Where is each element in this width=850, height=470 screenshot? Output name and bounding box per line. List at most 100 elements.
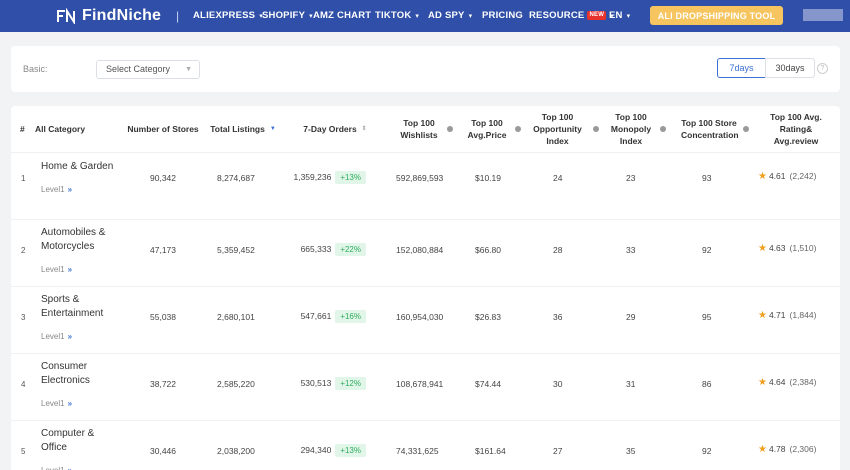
- chevron-down-icon: ▼: [185, 66, 192, 73]
- opportunity-value: 28: [553, 245, 563, 255]
- level-label: Level1: [41, 399, 65, 408]
- category-name[interactable]: Sports & Entertainment: [41, 294, 104, 319]
- row-index: 4: [21, 380, 26, 389]
- nav-item-label: SHOPIFY: [262, 10, 306, 21]
- nav-tiktok[interactable]: TIKTOK ▾: [375, 10, 419, 21]
- star-icon: ★: [758, 243, 767, 254]
- header-wishlists[interactable]: Top 100 Wishlists: [393, 106, 457, 152]
- header-label: All Category: [35, 124, 86, 134]
- chevron-down-icon: ▾: [259, 12, 263, 20]
- concentration-value: 93: [702, 173, 712, 183]
- header-orders[interactable]: 7-Day Orders ⇕: [291, 106, 379, 152]
- filter-bar: Basic: Select Category ▼ 7days 30days ?: [11, 46, 840, 92]
- table-row[interactable]: 3 Sports & Entertainment Level1» 55,038 …: [11, 287, 840, 354]
- table-row[interactable]: 1 Home & Garden Level1» 90,342 8,274,687…: [11, 153, 840, 220]
- orders-value: 1,359,236: [293, 172, 332, 182]
- logo-text: FindNiche: [82, 7, 162, 24]
- nav-shopify[interactable]: SHOPIFY ▾: [262, 10, 313, 21]
- help-icon[interactable]: ?: [817, 63, 828, 74]
- level-link[interactable]: Level1»: [41, 185, 72, 194]
- level-link[interactable]: Level1»: [41, 332, 72, 341]
- price-value: $66.80: [475, 245, 501, 255]
- orders-cell: 665,333 +22%: [301, 243, 366, 256]
- ali-dropshipping-tool-button[interactable]: ALI DROPSHIPPING TOOL: [650, 6, 783, 25]
- level-label: Level1: [41, 466, 65, 470]
- table-row[interactable]: 2 Automobiles & Motorcycles Level1» 47,1…: [11, 220, 840, 287]
- header-label: Number of Stores: [127, 124, 199, 134]
- table-row[interactable]: 4 Consumer Electronics Level1» 38,722 2,…: [11, 354, 840, 421]
- category-name[interactable]: Home & Garden: [41, 161, 114, 172]
- chevron-down-icon: ▾: [610, 12, 614, 20]
- header-label: Top 100 Wishlists: [400, 118, 438, 140]
- chevron-down-icon: ▾: [309, 12, 313, 20]
- header-label: Top 100 Avg. Rating& Avg.review: [770, 112, 822, 146]
- header-label: Total Listings: [210, 124, 265, 134]
- rating-cell: ★ 4.63 (1,510): [758, 243, 816, 254]
- stores-value: 55,038: [150, 312, 176, 322]
- nav-item-label: TIKTOK: [375, 10, 412, 21]
- nav-item-label: AMZ CHART: [313, 10, 372, 21]
- nav-amz-chart[interactable]: AMZ CHART: [313, 10, 371, 21]
- nav-item-label: EN: [609, 10, 623, 21]
- nav-aliexpress[interactable]: ALIEXPRESS ▾: [193, 10, 263, 21]
- price-value: $26.83: [475, 312, 501, 322]
- header-stores[interactable]: Number of Stores: [123, 106, 203, 152]
- nav-pricing[interactable]: PRICING: [482, 10, 523, 21]
- listings-value: 5,359,452: [217, 245, 255, 255]
- range-7days-button[interactable]: 7days: [717, 58, 766, 78]
- category-select[interactable]: Select Category ▼: [96, 60, 200, 79]
- info-icon[interactable]: [743, 126, 749, 132]
- opportunity-value: 36: [553, 312, 563, 322]
- orders-value: 665,333: [300, 244, 332, 254]
- category-name[interactable]: Computer & Office: [41, 428, 95, 453]
- review-count: (2,242): [789, 171, 817, 181]
- header-label: Top 100 Monopoly Index: [610, 112, 652, 146]
- header-monopoly[interactable]: Top 100 Monopoly Index: [603, 106, 671, 152]
- orders-cell: 294,340 +13%: [301, 444, 366, 457]
- category-name[interactable]: Consumer Electronics: [41, 361, 90, 386]
- category-name[interactable]: Automobiles & Motorcycles: [41, 227, 106, 252]
- orders-change-badge: +16%: [335, 310, 366, 323]
- sort-icon[interactable]: ▼: [269, 126, 276, 132]
- category-select-value: Select Category: [106, 64, 171, 74]
- info-icon[interactable]: [515, 126, 521, 132]
- orders-value: 547,661: [300, 311, 332, 321]
- header-price[interactable]: Top 100 Avg.Price: [460, 106, 526, 152]
- level-label: Level1: [41, 265, 65, 274]
- wishlists-value: 108,678,941: [396, 379, 444, 389]
- header-label: Top 100 Avg.Price: [467, 118, 507, 140]
- level-link[interactable]: Level1»: [41, 399, 72, 408]
- double-chevron-right-icon: »: [68, 466, 72, 470]
- chevron-down-icon: ▾: [415, 12, 420, 20]
- info-icon[interactable]: [447, 126, 453, 132]
- sort-icon[interactable]: ⇕: [361, 126, 367, 132]
- nav-resource[interactable]: RESOURCE NEW ▾: [529, 10, 614, 21]
- logo[interactable]: FindNiche: [56, 6, 161, 26]
- header-category[interactable]: All Category: [35, 106, 125, 152]
- rating-cell: ★ 4.61 (2,242): [758, 171, 816, 182]
- rating-value: 4.61: [768, 171, 786, 181]
- nav-language[interactable]: EN ▾: [609, 10, 630, 21]
- orders-change-badge: +13%: [335, 171, 366, 184]
- orders-change-badge: +12%: [335, 377, 366, 390]
- avatar[interactable]: [803, 9, 843, 21]
- header-concentration[interactable]: Top 100 Store Concentration: [677, 106, 753, 152]
- nav-ad-spy[interactable]: AD SPY ▾: [428, 10, 472, 21]
- info-icon[interactable]: [592, 126, 599, 132]
- double-chevron-right-icon: »: [67, 332, 73, 341]
- header-listings[interactable]: Total Listings ▼: [205, 106, 281, 152]
- nav-item-label: ALIEXPRESS: [193, 10, 256, 21]
- info-icon[interactable]: [660, 126, 666, 132]
- header-label: Top 100 Opportunity Index: [533, 112, 582, 146]
- new-badge: NEW: [587, 11, 607, 20]
- concentration-value: 92: [702, 446, 712, 456]
- price-value: $74.44: [475, 379, 501, 389]
- level-link[interactable]: Level1»: [41, 466, 72, 470]
- orders-cell: 547,661 +16%: [301, 310, 366, 323]
- star-icon: ★: [758, 171, 767, 182]
- level-link[interactable]: Level1»: [41, 265, 72, 274]
- header-rating[interactable]: Top 100 Avg. Rating& Avg.review: [755, 106, 837, 152]
- table-row[interactable]: 5 Computer & Office Level1» 30,446 2,038…: [11, 421, 840, 470]
- range-30days-button[interactable]: 30days: [765, 58, 815, 78]
- header-opportunity[interactable]: Top 100 Opportunity Index: [524, 106, 603, 152]
